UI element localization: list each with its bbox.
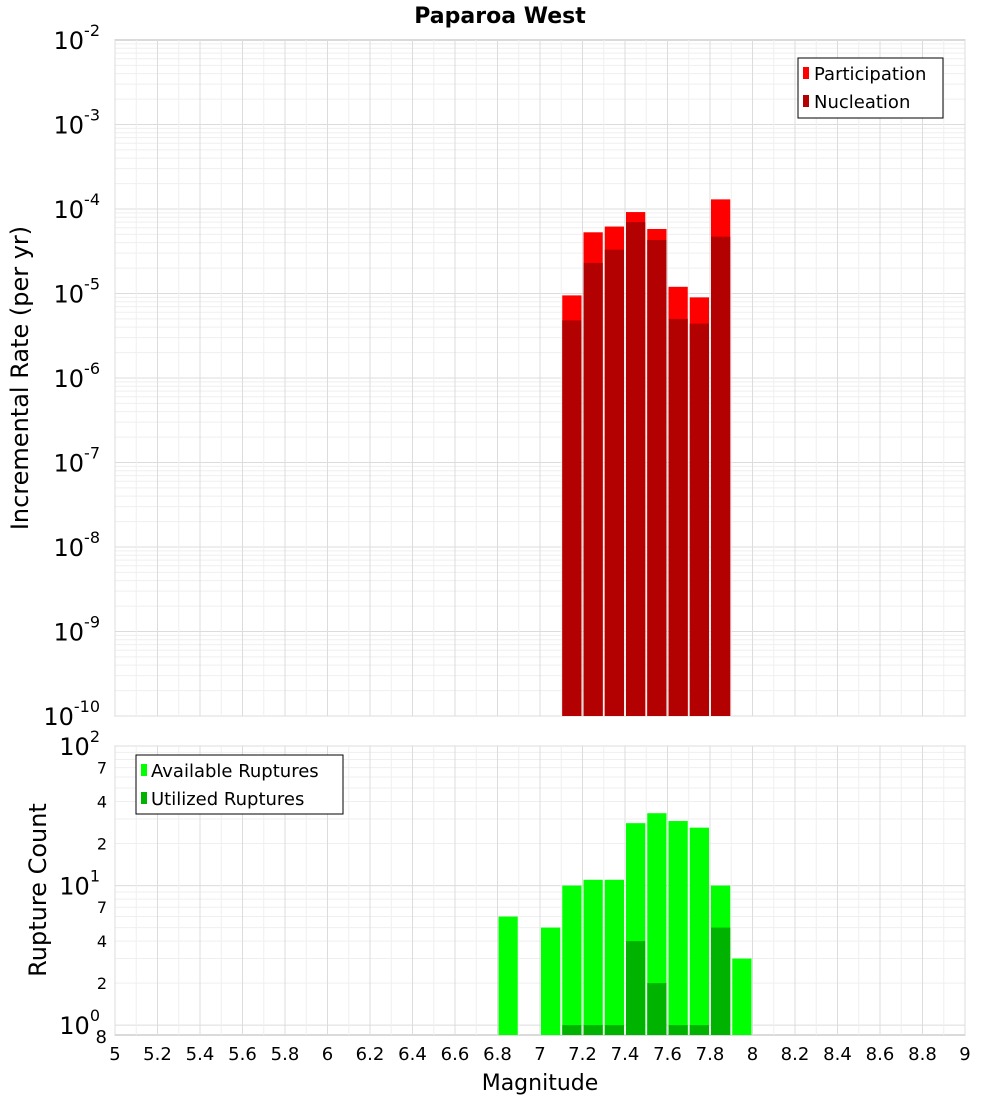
magnitude-tick-label: 7.8: [696, 1044, 725, 1065]
available-ruptures-bar: [604, 879, 624, 1035]
magnitude-tick-label: 7.6: [653, 1044, 682, 1065]
magnitude-tick-label: 7.4: [611, 1044, 640, 1065]
nucleation-bar: [562, 320, 582, 716]
rate-gridlines: [114, 40, 966, 717]
participation-legend-label: Participation: [814, 64, 926, 85]
magnitude-tick-label: 8.6: [866, 1044, 895, 1065]
utilized-legend-label: Utilized Ruptures: [151, 789, 304, 810]
nucleation-bar: [711, 236, 731, 716]
nucleation-bar: [583, 262, 603, 716]
rate-y-tick-label: 10-4: [54, 190, 101, 224]
utilized-ruptures-bar: [583, 1025, 603, 1035]
nucleation-bar: [689, 323, 709, 716]
magnitude-tick-label: 7.2: [568, 1044, 597, 1065]
rate-y-tick-label: 10-9: [54, 613, 101, 647]
magnitude-tick-label: 5.8: [271, 1044, 300, 1065]
rupture-bars: [498, 813, 752, 1035]
rupture-y-tick-label: 2: [97, 835, 107, 854]
magnitude-tick-label: 8: [747, 1044, 758, 1065]
rate-legend-box: [797, 57, 944, 119]
participation-legend-swatch: [803, 67, 809, 79]
nucleation-legend-label: Nucleation: [814, 92, 910, 113]
rate-y-tick-label: 10-7: [54, 444, 101, 478]
utilized-legend-swatch: [141, 792, 147, 804]
magnitude-tick-label: 7: [534, 1044, 545, 1065]
available-ruptures-bar: [562, 885, 582, 1035]
available-ruptures-bar: [498, 916, 518, 1035]
rupture-y-tick-label: 8: [96, 1027, 107, 1048]
utilized-ruptures-bar: [626, 941, 646, 1035]
rupture-legend: Available Ruptures Utilized Ruptures: [135, 754, 344, 815]
rupture-y-tick-label: 2: [97, 974, 107, 993]
magnitude-tick-label: 6: [322, 1044, 333, 1065]
rupture-y-tick-label: 7: [97, 759, 107, 778]
rate-y-tick-label: 10-3: [54, 106, 101, 140]
magnitude-tick-label: 6.8: [483, 1044, 512, 1065]
nucleation-bar: [647, 239, 667, 716]
rupture-y-axis-label: Rupture Count: [24, 803, 52, 977]
available-legend-swatch: [141, 764, 147, 776]
rupture-y-tick-label: 7: [97, 898, 107, 917]
available-ruptures-bar: [541, 927, 561, 1035]
utilized-ruptures-bar: [711, 927, 731, 1035]
utilized-ruptures-bar: [668, 1025, 688, 1035]
rupture-y-tick-label: 4: [97, 932, 107, 951]
nucleation-bar: [626, 222, 646, 716]
magnitude-tick-label: 6.4: [398, 1044, 427, 1065]
rupture-y-tick-label: 100: [59, 1006, 100, 1040]
rate-y-tick-label: 10-5: [54, 275, 101, 309]
x-axis-label: Magnitude: [482, 1071, 599, 1096]
magnitude-tick-label: 5.4: [186, 1044, 215, 1065]
utilized-ruptures-bar: [562, 1025, 582, 1035]
available-ruptures-bar: [668, 821, 688, 1035]
magnitude-tick-label: 8.2: [781, 1044, 810, 1065]
utilized-ruptures-bar: [604, 1025, 624, 1035]
utilized-ruptures-bar: [689, 1025, 709, 1035]
chart-title: Paparoa West: [414, 4, 586, 29]
magnitude-tick-label: 5.2: [143, 1044, 172, 1065]
available-ruptures-bar: [583, 879, 603, 1035]
utilized-ruptures-bar: [647, 983, 667, 1035]
rate-y-tick-label: 10-8: [54, 528, 101, 562]
magnitude-tick-label: 6.6: [441, 1044, 470, 1065]
rate-bars: [562, 199, 731, 717]
magnitude-tick-labels: 5 5.2 5.4 5.6 5.8 6 6.2 6.4 6.6 6.8 7 7.2 7.4 7.6 7.8 8…: [109, 1044, 970, 1065]
available-ruptures-bar: [689, 827, 709, 1035]
rate-panel: 10-10 10-9 10-8 10-7 10-6 10-5 10-4 10-3 10-2 In…: [6, 21, 966, 731]
nucleation-bar: [668, 318, 688, 716]
rupture-y-tick-label: 4: [97, 793, 107, 812]
nucleation-bar: [604, 249, 624, 716]
rate-y-tick-labels: 10-10 10-9 10-8 10-7 10-6 10-5 10-4 10-3 10-2: [43, 21, 100, 731]
rupture-y-tick-label: 101: [59, 867, 100, 901]
magnitude-tick-label: 8.4: [823, 1044, 852, 1065]
rate-legend: Participation Nucleation: [797, 57, 944, 119]
magnitude-tick-label: 9: [959, 1044, 970, 1065]
rate-y-axis-label: Incremental Rate (per yr): [6, 226, 34, 530]
available-legend-label: Available Ruptures: [151, 761, 319, 782]
magnitude-tick-label: 5.6: [228, 1044, 257, 1065]
nucleation-legend-swatch: [803, 95, 809, 107]
rate-y-tick-label: 10-6: [54, 359, 101, 393]
magnitude-tick-label: 8.8: [908, 1044, 937, 1065]
rupture-legend-box: [135, 754, 344, 815]
available-ruptures-bar: [732, 958, 752, 1035]
available-ruptures-bar: [647, 813, 667, 1035]
rate-y-tick-label: 10-10: [43, 697, 100, 731]
magnitude-tick-label: 6.2: [356, 1044, 385, 1065]
rate-y-tick-label: 10-2: [54, 21, 101, 55]
rupture-y-tick-label: 102: [59, 727, 100, 761]
magnitude-tick-label: 5: [109, 1044, 120, 1065]
